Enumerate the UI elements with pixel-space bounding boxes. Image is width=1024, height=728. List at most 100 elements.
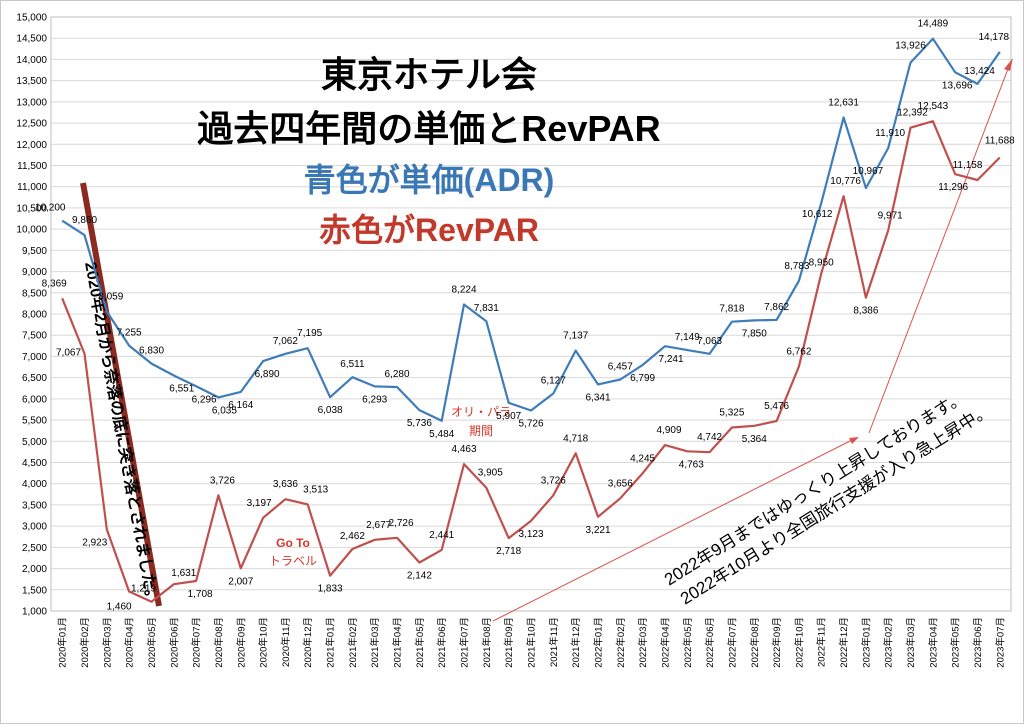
x-tick-label: 2022年12月	[838, 617, 850, 668]
revpar-series-line	[61, 120, 1001, 603]
revpar-data-label: 2,718	[496, 546, 521, 557]
x-tick-label: 2021年10月	[526, 617, 538, 668]
adr-data-label: 6,799	[630, 373, 655, 384]
x-tick-label: 2021年12月	[570, 617, 582, 668]
x-tick-label: 2023年01月	[860, 617, 872, 668]
adr-data-label: 6,038	[318, 405, 343, 416]
adr-data-label: 10,200	[35, 203, 66, 214]
adr-data-label: 7,241	[658, 354, 683, 365]
adr-data-label: 6,341	[585, 392, 610, 403]
adr-data-label: 13,424	[964, 66, 995, 77]
x-tick-label: 2022年11月	[816, 617, 828, 667]
revpar-data-label: 5,364	[742, 434, 767, 445]
y-tick-label: 15,000	[16, 13, 47, 24]
x-tick-label: 2022年05月	[682, 617, 694, 668]
x-tick-label: 2022年03月	[637, 617, 649, 668]
adr-data-label: 6,280	[384, 369, 409, 380]
y-tick-label: 5,500	[22, 416, 47, 427]
trend-arrow-fast	[868, 60, 1012, 434]
y-tick-label: 7,000	[22, 352, 47, 363]
revpar-data-label: 4,463	[451, 444, 476, 455]
revpar-data-label: 4,909	[656, 425, 681, 436]
y-tick-label: 9,000	[22, 267, 47, 278]
adr-data-label: 6,164	[228, 400, 253, 411]
adr-data-label: 5,484	[429, 429, 454, 440]
x-tick-label: 2021年07月	[459, 617, 471, 668]
x-tick-label: 2021年05月	[414, 617, 426, 668]
adr-data-label: 8,059	[98, 292, 123, 303]
adr-data-label: 5,726	[518, 419, 543, 430]
x-tick-label: 2022年01月	[592, 617, 604, 668]
x-tick-label: 2023年04月	[927, 617, 939, 668]
x-tick-label: 2020年03月	[101, 617, 113, 668]
revpar-data-label: 5,476	[764, 401, 789, 412]
revpar-data-label: 3,636	[273, 479, 298, 490]
x-tick-label: 2020年12月	[302, 617, 314, 668]
revpar-data-label: 2,462	[340, 531, 365, 542]
x-tick-label: 2020年08月	[213, 617, 225, 668]
y-tick-label: 4,000	[22, 479, 47, 490]
goto-annotation-line-2: トラベル	[269, 554, 317, 568]
adr-data-label: 10,967	[853, 166, 884, 177]
y-tick-label: 3,500	[22, 500, 47, 511]
x-tick-label: 2020年10月	[258, 617, 270, 668]
revpar-data-label: 11,158	[953, 160, 983, 171]
adr-data-label: 7,063	[697, 336, 722, 347]
y-tick-label: 1,000	[22, 607, 47, 618]
fall-annotation-text: 2020年2月から奈落の底に突き落とされました。	[81, 260, 163, 606]
x-tick-label: 2022年08月	[749, 617, 761, 668]
adr-data-label: 8,783	[784, 261, 809, 272]
adr-data-label: 7,850	[742, 328, 767, 339]
x-tick-label: 2023年03月	[905, 617, 917, 668]
revpar-data-label: 5,325	[719, 408, 744, 419]
adr-data-label: 6,511	[340, 359, 365, 370]
adr-data-label: 6,296	[192, 394, 217, 405]
x-tick-label: 2022年02月	[615, 617, 627, 668]
revpar-data-label: 9,971	[878, 210, 903, 221]
adr-data-label: 9,860	[72, 215, 97, 226]
revpar-data-label: 4,742	[697, 432, 722, 443]
adr-data-label: 8,224	[451, 285, 476, 296]
y-tick-label: 12,500	[16, 119, 47, 130]
adr-data-label: 11,910	[875, 128, 905, 139]
y-tick-label: 10,500	[16, 203, 47, 214]
revpar-data-label: 2,677	[366, 520, 391, 531]
x-tick-label: 2020年04月	[124, 617, 136, 668]
x-tick-label: 2023年06月	[972, 617, 984, 668]
revpar-data-label: 12,392	[897, 108, 928, 119]
y-tick-label: 8,500	[22, 288, 47, 299]
trend-arrow-slow-head	[849, 437, 859, 444]
data-labels-layer: 10,2009,8608,0597,2556,8306,5516,2966,03…	[35, 19, 1015, 613]
goto-annotation-line-1: Go To	[276, 536, 310, 550]
adr-data-label: 13,926	[895, 41, 926, 52]
series-layer	[61, 37, 1001, 603]
revpar-data-label: 11,296	[938, 182, 968, 193]
y-tick-label: 14,000	[16, 55, 47, 66]
adr-data-label: 13,696	[942, 80, 973, 91]
x-tick-label: 2020年11月	[280, 617, 292, 667]
revpar-data-label: 1,219	[131, 584, 156, 595]
adr-data-label: 6,551	[169, 384, 194, 395]
revpar-data-label: 3,726	[541, 475, 566, 486]
revpar-data-label: 8,369	[42, 278, 67, 289]
revpar-data-label: 1,631	[171, 568, 196, 579]
adr-data-label: 6,890	[255, 369, 280, 380]
x-tick-label: 2021年02月	[347, 617, 359, 668]
adr-data-label: 7,062	[273, 336, 298, 347]
y-tick-label: 8,000	[22, 310, 47, 321]
x-tick-label: 2023年07月	[994, 617, 1006, 668]
revpar-data-label: 1,460	[107, 602, 132, 613]
x-tick-label: 2023年02月	[883, 617, 895, 668]
olympics-annotation-line-2: 期間	[469, 424, 493, 438]
revpar-data-label: 1,708	[188, 589, 213, 600]
revpar-data-label: 2,441	[429, 530, 454, 541]
revpar-data-label: 8,950	[809, 258, 834, 269]
x-tick-label: 2022年10月	[793, 617, 805, 668]
y-tick-label: 5,000	[22, 437, 47, 448]
adr-data-label: 7,195	[297, 328, 322, 339]
x-tick-label: 2020年05月	[146, 617, 158, 668]
revpar-data-label: 2,923	[82, 537, 107, 548]
x-tick-label: 2021年01月	[325, 617, 337, 668]
